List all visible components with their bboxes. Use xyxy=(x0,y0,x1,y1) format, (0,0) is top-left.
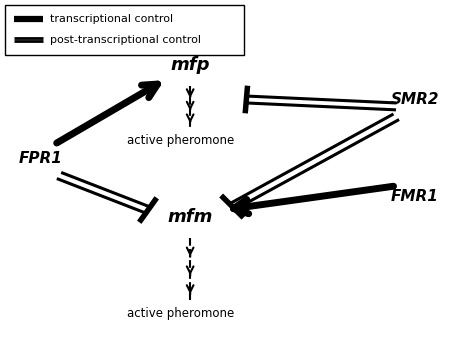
Text: transcriptional control: transcriptional control xyxy=(50,14,173,24)
Text: FMR1: FMR1 xyxy=(391,189,439,204)
FancyBboxPatch shape xyxy=(5,5,244,55)
Text: active pheromone: active pheromone xyxy=(127,307,235,320)
Text: mfm: mfm xyxy=(167,208,213,226)
Text: FPR1: FPR1 xyxy=(18,151,62,166)
Text: post-transcriptional control: post-transcriptional control xyxy=(50,35,201,45)
Text: active pheromone: active pheromone xyxy=(127,134,235,147)
Text: mfp: mfp xyxy=(171,56,210,74)
Text: SMR2: SMR2 xyxy=(391,92,439,107)
